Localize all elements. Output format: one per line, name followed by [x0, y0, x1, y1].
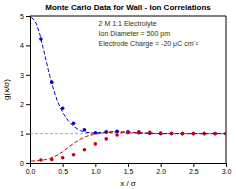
- series-point: [213, 132, 217, 136]
- y-tick-mark: [26, 104, 30, 105]
- x-tick-label: 0.0: [26, 168, 36, 175]
- x-tick-mark: [95, 163, 96, 167]
- series-point: [202, 132, 206, 136]
- series-line: [31, 132, 226, 161]
- series-point: [39, 158, 43, 162]
- series-point: [39, 37, 43, 41]
- series-point: [126, 131, 130, 135]
- x-tick-label: 0.5: [58, 168, 68, 175]
- series-point: [50, 158, 54, 162]
- y-tick: 1: [20, 130, 30, 137]
- series-point: [104, 137, 108, 141]
- series-point: [50, 80, 54, 84]
- series-point: [115, 133, 119, 137]
- series-point: [115, 129, 119, 133]
- series-point: [224, 132, 226, 136]
- x-tick: 1.0: [91, 163, 101, 175]
- data-area: [30, 17, 226, 161]
- series-point: [159, 131, 163, 135]
- series-point: [72, 153, 76, 157]
- series-point: [72, 122, 76, 126]
- x-tick-mark: [161, 163, 162, 167]
- y-tick: 2: [20, 101, 30, 108]
- x-axis: 0.0 0.5 1.0 1.5 2.0 2.5 3.0: [26, 163, 232, 175]
- series-line: [31, 17, 226, 133]
- y-tick-label: 2: [20, 101, 24, 108]
- series-point: [137, 130, 141, 134]
- y-axis-line: [26, 17, 31, 164]
- series-point: [202, 132, 206, 136]
- plot: 0.0 0.5 1.0 1.5 2.0 2.5 3.0 0 1 2 3 4 5 2 M 1:1 Elect…: [20, 13, 231, 175]
- series-point: [94, 142, 98, 146]
- y-tick-mark: [26, 163, 30, 164]
- y-tick-label: 1: [20, 130, 24, 137]
- series-point: [61, 107, 65, 111]
- series-point: [192, 132, 196, 136]
- x-tick: 0.5: [58, 163, 68, 175]
- y-axis-title: g(x/σ): [2, 79, 11, 100]
- y-tick-label: 4: [20, 42, 24, 49]
- y-tick-label: 3: [20, 72, 24, 79]
- x-tick: 1.5: [124, 163, 134, 175]
- series-point: [170, 132, 174, 136]
- x-tick: 2.0: [156, 163, 166, 175]
- frame-right: [226, 16, 227, 163]
- y-tick-mark: [26, 75, 30, 76]
- x-tick-mark: [193, 163, 194, 167]
- y-tick: 0: [20, 160, 30, 167]
- annotation-line: 2 M 1:1 Electrolyte: [99, 20, 157, 28]
- series-point: [83, 148, 87, 152]
- y-tick: 4: [20, 42, 30, 49]
- y-tick-label: 0: [20, 160, 24, 167]
- chart: 0.0 0.5 1.0 1.5 2.0 2.5 3.0 0 1 2 3 4 5 2 M 1:1 Elect…: [0, 0, 236, 189]
- series-point: [148, 131, 152, 135]
- x-tick-label: 3.0: [222, 168, 232, 175]
- x-axis-title: x / σ: [120, 179, 136, 188]
- series-point: [137, 131, 141, 135]
- frame-top: [30, 16, 226, 17]
- x-tick-label: 1.0: [91, 168, 101, 175]
- series-point: [213, 132, 217, 136]
- x-tick-mark: [226, 163, 227, 167]
- x-tick-mark: [128, 163, 129, 167]
- x-tick-label: 1.5: [124, 168, 134, 175]
- series-point: [83, 128, 87, 132]
- annotation-line: Ion Diameter = 500 pm: [99, 30, 171, 38]
- y-tick: 5: [20, 13, 30, 20]
- x-tick: 0.0: [26, 163, 36, 175]
- y-tick-mark: [26, 16, 30, 17]
- series-point: [181, 132, 185, 136]
- title: Monte Carlo Data for Wall - Ion Correlat…: [45, 3, 211, 12]
- series-point: [224, 132, 226, 136]
- annotation: 2 M 1:1 Electrolyte Ion Diameter = 500 pm…: [99, 20, 199, 48]
- y-tick: 3: [20, 72, 30, 79]
- series-point: [170, 132, 174, 136]
- x-tick: 2.5: [189, 163, 199, 175]
- series-point: [181, 132, 185, 136]
- series-point: [159, 132, 163, 136]
- y-axis: 0 1 2 3 4 5: [20, 13, 30, 167]
- annotation-line: Electrode Charge = -20 μC cm⁻²: [99, 40, 199, 48]
- series-point: [192, 132, 196, 136]
- x-tick-label: 2.0: [156, 168, 166, 175]
- y-tick-label: 5: [20, 13, 24, 20]
- y-tick-mark: [26, 134, 30, 135]
- series-point: [148, 132, 152, 136]
- x-tick-label: 2.5: [189, 168, 199, 175]
- x-axis-line: [31, 164, 227, 168]
- y-tick-mark: [26, 45, 30, 46]
- series-point: [104, 130, 108, 134]
- series-point: [61, 156, 65, 160]
- series-point: [126, 130, 130, 134]
- x-tick: 3.0: [222, 163, 232, 175]
- x-tick-mark: [63, 163, 64, 167]
- series-point: [94, 131, 98, 135]
